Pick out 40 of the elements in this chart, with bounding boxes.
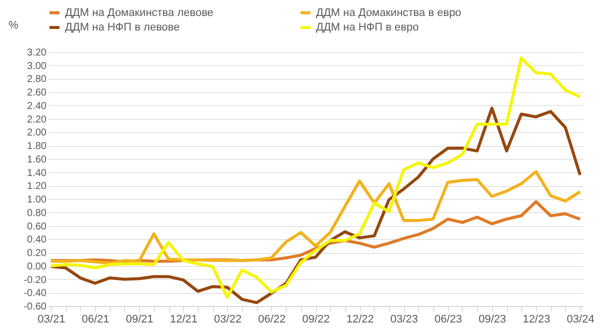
x-tick-label: 12/23: [522, 314, 550, 326]
x-tick-label: 12/21: [170, 314, 198, 326]
y-tick-label: 2.20: [27, 114, 47, 126]
y-tick-label: 1.00: [27, 194, 47, 206]
x-tick-label: 06/22: [258, 314, 286, 326]
y-tick-label: 1.60: [27, 154, 47, 166]
y-tick-label: 1.40: [27, 168, 47, 179]
y-tick-label: -0.40: [24, 288, 47, 300]
y-axis-title: %: [8, 20, 18, 32]
y-tick-label: -0.60: [24, 302, 47, 312]
x-tick-label: 03/23: [390, 314, 418, 326]
x-tick-label: 09/23: [478, 314, 506, 326]
y-tick-label: -0.20: [24, 274, 47, 286]
y-tick-label: 0.60: [27, 221, 47, 232]
legend-label: ДДМ на НФП в левове: [65, 22, 180, 34]
legend-label: ДДМ на НФП в евро: [316, 22, 419, 34]
y-tick-label: 0.80: [27, 208, 47, 219]
y-tick-label: 0.20: [27, 248, 47, 260]
x-tick-label: 12/22: [346, 314, 374, 326]
x-tick-label: 03/21: [38, 314, 66, 326]
y-tick-label: 2.80: [27, 74, 47, 86]
y-tick-label: 1.80: [27, 141, 47, 152]
x-tick-label: 09/22: [302, 314, 330, 326]
x-tick-label: 06/23: [434, 314, 462, 326]
y-tick-label: 3.20: [27, 48, 47, 58]
y-tick-label: 2.60: [27, 88, 47, 99]
legend-label: ДДМ на Домакинства в евро: [316, 6, 462, 19]
y-tick-label: 2.40: [27, 100, 47, 112]
legend-label: ДДМ на Домакинства левове: [65, 6, 214, 19]
x-tick-label: 03/24: [566, 314, 594, 326]
x-tick-label: 03/22: [214, 314, 242, 326]
x-tick-label: 06/21: [82, 314, 110, 326]
line-series: [49, 170, 582, 265]
y-tick-label: 0.40: [27, 234, 47, 246]
y-tick-label: 1.20: [27, 181, 47, 192]
x-tick-label: 09/21: [126, 314, 154, 326]
y-tick-label: 3.00: [27, 60, 47, 72]
y-tick-label: 0.00: [27, 261, 47, 272]
y-tick-label: 2.00: [27, 128, 47, 139]
line-series: [49, 56, 582, 299]
